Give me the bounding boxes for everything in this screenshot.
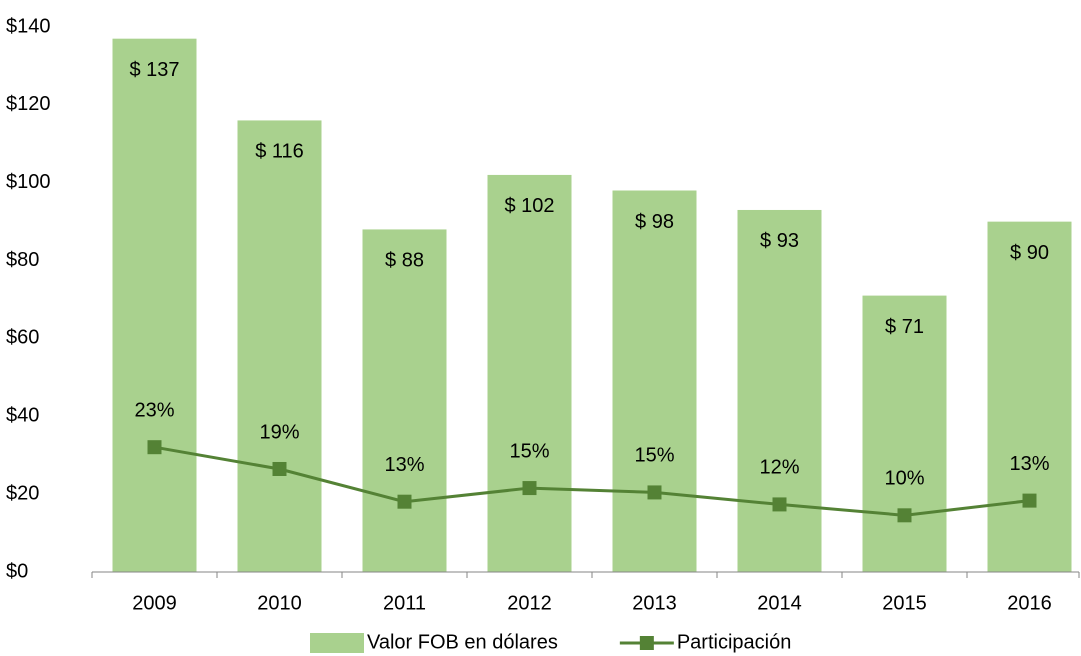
line-marker xyxy=(897,508,912,523)
y-tick-label: $40 xyxy=(6,405,39,427)
x-tick-label: 2015 xyxy=(882,592,927,614)
bar-value-label: $ 90 xyxy=(1010,242,1049,264)
y-tick-label: $0 xyxy=(6,560,28,582)
y-tick-label: $80 xyxy=(6,249,39,271)
line xyxy=(154,445,1030,517)
line-value-label: 15% xyxy=(509,440,549,462)
bar xyxy=(862,295,947,572)
bar xyxy=(487,174,572,572)
line-marker xyxy=(147,440,162,455)
bar xyxy=(237,120,322,572)
x-tick-label: 2009 xyxy=(132,592,177,614)
y-tick-label: $120 xyxy=(6,93,51,115)
bar-value-label: $ 71 xyxy=(885,316,924,338)
bar xyxy=(112,38,197,572)
legend-label: Participación xyxy=(677,631,792,653)
bar xyxy=(737,209,822,572)
bar xyxy=(612,190,697,572)
line-value-label: 12% xyxy=(759,457,799,479)
legend-label: Valor FOB en dólares xyxy=(367,631,558,653)
x-tick-label: 2016 xyxy=(1007,592,1052,614)
y-tick-label: $100 xyxy=(6,171,51,193)
bar-value-label: $ 137 xyxy=(129,59,179,81)
x-tick-label: 2012 xyxy=(507,592,552,614)
line-marker xyxy=(397,494,412,509)
line-value-label: 19% xyxy=(259,421,299,443)
bar-value-label: $ 102 xyxy=(504,195,554,217)
line-marker xyxy=(272,461,287,476)
x-tick-label: 2010 xyxy=(257,592,302,614)
line-marker xyxy=(772,497,787,512)
bar xyxy=(362,229,447,572)
y-tick-label: $20 xyxy=(6,482,39,504)
line-value-label: 15% xyxy=(634,445,674,467)
bar-value-label: $ 98 xyxy=(635,211,674,233)
legend-swatch xyxy=(310,633,364,653)
line-marker xyxy=(647,485,662,500)
legend-marker xyxy=(639,636,654,650)
bar-value-label: $ 116 xyxy=(255,141,304,163)
bar-value-label: $ 93 xyxy=(760,230,799,252)
line-value-label: 13% xyxy=(384,454,424,476)
x-tick-label: 2011 xyxy=(383,592,426,614)
y-tick-label: $60 xyxy=(6,327,39,349)
x-tick-label: 2013 xyxy=(632,592,677,614)
line-marker xyxy=(522,481,537,496)
y-tick-label: $140 xyxy=(6,15,51,37)
bar-value-label: $ 88 xyxy=(385,250,424,272)
line-value-label: 23% xyxy=(134,399,174,421)
bar xyxy=(987,221,1072,572)
line-value-label: 13% xyxy=(1009,453,1049,475)
line-marker xyxy=(1022,493,1037,508)
x-tick-label: 2014 xyxy=(757,592,802,614)
line-value-label: 10% xyxy=(884,468,924,490)
